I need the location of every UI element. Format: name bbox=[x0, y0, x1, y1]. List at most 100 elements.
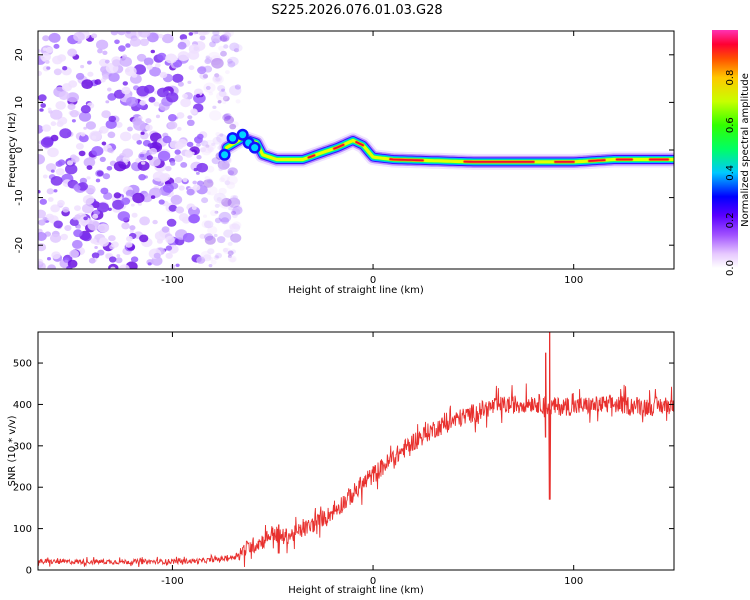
noise-blob bbox=[67, 48, 77, 57]
noise-blob bbox=[174, 149, 181, 155]
spectrogram-xlabel: Height of straight line (km) bbox=[288, 285, 424, 296]
noise-blob bbox=[40, 103, 46, 108]
noise-blob bbox=[211, 157, 221, 165]
noise-blob bbox=[149, 147, 158, 155]
noise-blob bbox=[196, 256, 206, 264]
noise-blob bbox=[133, 120, 146, 131]
noise-blob bbox=[117, 31, 126, 36]
noise-blob bbox=[157, 150, 171, 162]
noise-blob bbox=[83, 126, 87, 130]
noise-blob bbox=[86, 165, 93, 171]
noise-blob bbox=[67, 259, 78, 268]
noise-blob bbox=[78, 150, 86, 157]
noise-blob bbox=[187, 80, 192, 84]
noise-blob bbox=[207, 248, 215, 255]
chart-title: S225.2026.076.01.03.G28 bbox=[271, 3, 442, 18]
noise-blob bbox=[165, 235, 175, 244]
noise-blob bbox=[71, 119, 76, 123]
noise-blob bbox=[208, 91, 213, 96]
noise-blob bbox=[99, 156, 106, 162]
noise-blob bbox=[170, 194, 183, 205]
colorbar-gradient bbox=[712, 30, 738, 268]
colorbar-tick-label: 0.6 bbox=[725, 117, 736, 133]
noise-blob bbox=[225, 70, 230, 75]
noise-blob bbox=[105, 119, 117, 129]
noise-blob bbox=[109, 256, 117, 263]
noise-blob bbox=[66, 265, 73, 269]
noise-blob bbox=[145, 118, 152, 124]
noise-blob bbox=[204, 58, 212, 65]
noise-blob bbox=[204, 220, 214, 229]
noise-blob bbox=[107, 207, 112, 211]
noise-blob bbox=[217, 100, 222, 104]
trace-core bbox=[588, 159, 606, 162]
noise-blob bbox=[190, 108, 198, 115]
noise-blob bbox=[152, 219, 158, 225]
noise-blob bbox=[221, 197, 232, 207]
noise-blob bbox=[215, 252, 223, 259]
noise-blob bbox=[230, 195, 237, 201]
noise-blob bbox=[222, 100, 227, 104]
noise-blob bbox=[157, 52, 167, 61]
noise-blob bbox=[202, 74, 208, 79]
noise-blob bbox=[211, 58, 224, 69]
y-tick-label: 500 bbox=[13, 359, 32, 370]
noise-blob bbox=[145, 124, 153, 131]
noise-blob bbox=[50, 121, 57, 127]
noise-blob bbox=[166, 218, 177, 227]
noise-blob bbox=[60, 233, 68, 241]
noise-blob bbox=[199, 72, 209, 80]
noise-blob bbox=[147, 143, 153, 148]
noise-blob bbox=[115, 257, 123, 264]
noise-blob bbox=[143, 57, 154, 66]
onset-core bbox=[221, 151, 229, 159]
x-tick-label: -100 bbox=[161, 576, 184, 587]
noise-blob bbox=[176, 126, 182, 131]
noise-blob bbox=[192, 180, 197, 185]
noise-blob bbox=[195, 93, 201, 98]
noise-blob bbox=[80, 132, 86, 137]
noise-blob bbox=[168, 204, 177, 212]
noise-blob bbox=[136, 85, 150, 97]
snr-marks bbox=[38, 332, 674, 567]
noise-blob bbox=[227, 197, 241, 208]
noise-blob bbox=[206, 191, 211, 195]
noise-blob bbox=[223, 229, 234, 238]
noise-blob bbox=[226, 159, 231, 164]
noise-blob bbox=[196, 171, 200, 175]
noise-blob bbox=[83, 157, 96, 168]
noise-blob bbox=[186, 119, 195, 127]
noise-blob bbox=[130, 256, 139, 263]
noise-blob bbox=[214, 255, 219, 259]
noise-blob bbox=[220, 50, 227, 57]
noise-blob bbox=[93, 209, 100, 216]
noise-blob bbox=[229, 257, 236, 263]
noise-blob bbox=[75, 72, 85, 80]
noise-blob bbox=[67, 103, 76, 110]
noise-blob bbox=[205, 144, 210, 148]
noise-blob bbox=[207, 146, 215, 153]
colorbar-ticks: 0.0 0.2 0.4 0.6 0.8 bbox=[725, 70, 736, 276]
noise-blob bbox=[218, 90, 227, 97]
noise-blob bbox=[146, 64, 153, 70]
noise-blob bbox=[92, 213, 99, 219]
noise-blob bbox=[213, 255, 219, 260]
noise-blob bbox=[75, 143, 84, 150]
noise-blob bbox=[232, 205, 243, 215]
noise-blob bbox=[82, 194, 95, 205]
noise-blob bbox=[55, 168, 65, 176]
noise-blob bbox=[219, 133, 224, 137]
noise-blob bbox=[66, 160, 74, 166]
noise-blob bbox=[46, 188, 54, 195]
noise-blob bbox=[102, 74, 109, 80]
noise-blob bbox=[108, 72, 120, 82]
noise-blob bbox=[230, 249, 236, 254]
noise-blob bbox=[229, 117, 235, 122]
noise-blob bbox=[125, 189, 135, 198]
noise-blob bbox=[203, 214, 207, 218]
noise-blob bbox=[146, 155, 153, 161]
noise-blob bbox=[38, 154, 45, 165]
